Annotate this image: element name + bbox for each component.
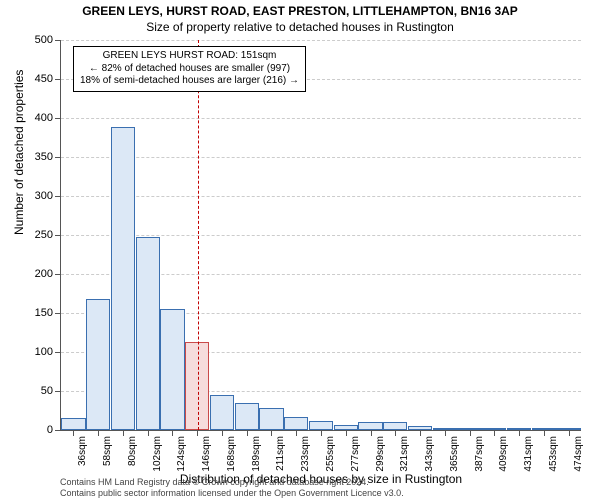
y-tick-label: 350	[35, 151, 53, 163]
y-tick-label: 50	[41, 385, 53, 397]
x-tick	[346, 430, 347, 436]
bar	[210, 395, 234, 430]
bar	[61, 418, 85, 430]
x-tick	[321, 430, 322, 436]
x-tick	[544, 430, 545, 436]
bar	[358, 422, 382, 430]
y-tick-label: 450	[35, 73, 53, 85]
annotation-line1: GREEN LEYS HURST ROAD: 151sqm	[80, 50, 299, 63]
x-tick-label: 453sqm	[548, 436, 559, 472]
y-tick-label: 0	[47, 424, 53, 436]
footer-text: Contains HM Land Registry data © Crown c…	[60, 477, 404, 498]
x-tick-label: 255sqm	[325, 436, 336, 472]
x-tick	[569, 430, 570, 436]
chart-title-main: GREEN LEYS, HURST ROAD, EAST PRESTON, LI…	[0, 4, 600, 18]
bar	[86, 299, 110, 430]
x-tick-label: 58sqm	[102, 436, 113, 466]
y-tick	[55, 196, 61, 197]
y-tick-label: 200	[35, 268, 53, 280]
x-tick-label: 168sqm	[226, 436, 237, 472]
x-tick-label: 80sqm	[127, 436, 138, 466]
x-tick	[73, 430, 74, 436]
x-tick	[445, 430, 446, 436]
x-tick	[519, 430, 520, 436]
y-tick	[55, 274, 61, 275]
x-tick	[148, 430, 149, 436]
y-tick	[55, 40, 61, 41]
bar	[160, 309, 184, 430]
annotation-line2: ← 82% of detached houses are smaller (99…	[80, 63, 299, 76]
y-tick	[55, 235, 61, 236]
bar	[284, 417, 308, 430]
x-tick	[296, 430, 297, 436]
x-tick	[247, 430, 248, 436]
y-axis-label: Number of detached properties	[12, 70, 26, 235]
x-tick-label: 211sqm	[275, 436, 286, 471]
y-tick-label: 150	[35, 307, 53, 319]
x-tick	[172, 430, 173, 436]
x-tick	[420, 430, 421, 436]
x-tick-label: 474sqm	[573, 436, 584, 472]
footer-line2: Contains public sector information licen…	[60, 488, 404, 498]
grid-line	[61, 40, 581, 41]
y-tick	[55, 157, 61, 158]
grid-line	[61, 118, 581, 119]
x-tick-label: 233sqm	[300, 436, 311, 472]
x-tick	[470, 430, 471, 436]
x-tick	[371, 430, 372, 436]
x-tick	[222, 430, 223, 436]
x-tick-label: 189sqm	[251, 436, 262, 472]
y-tick-label: 100	[35, 346, 53, 358]
bar	[309, 421, 333, 430]
x-tick	[395, 430, 396, 436]
x-tick-label: 299sqm	[375, 436, 386, 472]
x-tick-label: 321sqm	[399, 436, 410, 472]
x-tick-label: 36sqm	[77, 436, 88, 466]
x-tick-label: 409sqm	[498, 436, 509, 472]
x-tick	[98, 430, 99, 436]
y-tick	[55, 313, 61, 314]
y-tick-label: 250	[35, 229, 53, 241]
y-tick-label: 500	[35, 34, 53, 46]
grid-line	[61, 157, 581, 158]
bar	[235, 403, 259, 430]
x-tick-label: 343sqm	[424, 436, 435, 472]
annotation-box: GREEN LEYS HURST ROAD: 151sqm ← 82% of d…	[73, 46, 306, 92]
x-tick-label: 102sqm	[152, 436, 163, 472]
reference-line	[198, 40, 199, 430]
y-tick	[55, 352, 61, 353]
bar	[111, 127, 135, 430]
x-tick-label: 124sqm	[176, 436, 187, 472]
x-tick	[197, 430, 198, 436]
y-tick	[55, 79, 61, 80]
x-tick-label: 146sqm	[201, 436, 212, 472]
plot-area: Distribution of detached houses by size …	[60, 40, 581, 431]
chart-container: GREEN LEYS, HURST ROAD, EAST PRESTON, LI…	[0, 0, 600, 500]
x-tick-label: 387sqm	[474, 436, 485, 472]
bar	[136, 237, 160, 430]
x-tick-label: 431sqm	[523, 436, 534, 472]
bar	[383, 422, 407, 430]
chart-title-sub: Size of property relative to detached ho…	[0, 20, 600, 34]
x-tick	[123, 430, 124, 436]
y-tick	[55, 118, 61, 119]
x-tick-label: 277sqm	[350, 436, 361, 472]
y-tick	[55, 430, 61, 431]
footer-line1: Contains HM Land Registry data © Crown c…	[60, 477, 404, 487]
y-tick	[55, 391, 61, 392]
bar	[259, 408, 283, 430]
x-tick	[494, 430, 495, 436]
x-tick-label: 365sqm	[449, 436, 460, 472]
annotation-line3: 18% of semi-detached houses are larger (…	[80, 75, 299, 88]
grid-line	[61, 196, 581, 197]
x-tick	[271, 430, 272, 436]
y-tick-label: 300	[35, 190, 53, 202]
y-tick-label: 400	[35, 112, 53, 124]
